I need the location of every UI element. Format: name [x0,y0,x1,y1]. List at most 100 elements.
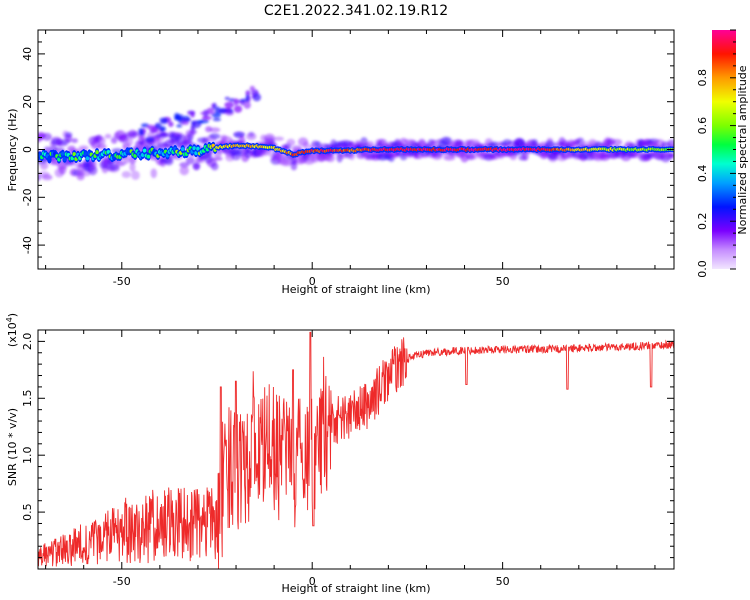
spectrogram-branch-blob [212,117,222,122]
spectrogram-branch-blob [249,85,255,92]
spectrogram-ridge-core [142,148,147,153]
spectrogram-branch-blob [224,96,230,100]
snr-ticks: -50 0 50 0.5 1.0 1.5 2.0 [21,329,674,588]
spectrogram-ytick-label: -40 [21,236,34,254]
spectrogram-halo-blob [129,162,136,172]
spectrogram-halo-blob [41,174,53,181]
spectrogram-halo-blob [88,159,97,169]
spectrogram-branch-blob [170,133,175,138]
spectrogram-branch-blob [187,110,196,115]
spectrogram-ridge-core [146,154,151,159]
spectrogram-halo-blob [185,156,195,165]
spectrogram-halo-blob [179,162,190,168]
spectrogram-ylabel: Frequency (Hz) [6,109,19,192]
spectrogram-halo-blob [273,136,285,141]
spectrogram-branch-blob [168,121,174,127]
spectrogram-halo-blob [302,141,310,150]
spectrogram-halo-blob [209,133,221,140]
spectrogram-xtick-label: 0 [309,275,316,288]
spectrogram-ticks: -50 0 50 -40 -20 0 20 40 [21,29,674,288]
chart-title: C2E1.2022.341.02.19.R12 [264,3,448,19]
spectrogram-halo-blob [286,138,296,146]
spectrogram-halo-blob [132,130,139,137]
spectrogram-halo-blob [97,143,107,150]
spectrogram-branch-blob [199,119,209,124]
snr-xtick-label: -50 [113,575,131,588]
spectrogram-halo-blob [42,132,52,141]
snr-frame [37,329,675,570]
spectrogram-ridge-core [60,151,65,156]
snr-ytick-label: 1.0 [21,446,34,464]
spectrogram-plot-area [38,85,674,181]
colorbar-gradient [712,30,736,269]
spectrogram-branch-blob [245,94,250,101]
spectrogram-ytick-label: 40 [21,47,34,61]
spectrogram-branch-blob [243,101,251,109]
snr-plot-area [38,331,674,569]
spectrogram-halo-blob [366,141,374,146]
spectrogram-branch-blob [245,90,251,96]
colorbar-tick-label: 0.6 [696,117,709,135]
spectrogram-halo-blob [98,136,106,145]
spectrogram-xlabel: Height of straight line (km) [281,283,430,296]
colorbar-tick-label: 0.0 [696,260,709,278]
spectrogram-halo-blob [209,127,221,133]
spectrogram-halo-blob [183,139,191,146]
spectrogram-branch-blob [224,101,234,109]
spectrogram-branch-blob [212,102,217,107]
spectrogram-halo-blob [210,162,219,171]
spectrogram-halo-blob [668,152,674,158]
spectrogram-branch-blob [159,126,166,132]
spectrogram-halo-blob [189,129,198,135]
spectrogram-ridge-core [196,146,200,151]
spectrogram-halo-blob [64,134,73,143]
snr-ytick-label: 2.0 [21,333,34,351]
spectrogram-ridge-core [95,150,99,155]
spectrogram-halo-blob [88,165,98,176]
spectrogram-halo-blob [264,133,275,144]
spectrogram-branch-blob [218,107,228,114]
spectrogram-ridge-core [85,156,90,161]
spectrogram-branch-blob [252,93,261,102]
snr-panel: -50 0 50 0.5 1.0 1.5 2.0 Height of straight li… [5,313,675,595]
snr-series-line [38,331,674,569]
snr-xlabel: Height of straight line (km) [281,582,430,595]
spectrogram-branch-blob [138,128,144,134]
spectrogram-halo-blob [418,138,426,147]
spectrogram-ytick-label: 0 [21,146,34,153]
spectrogram-halo-blob [150,168,157,179]
spectrogram-halo-blob [246,132,257,141]
spectrogram-ytick-label: 20 [21,95,34,109]
spectrogram-branch-blob [146,124,156,130]
colorbar-tick-label: 0.2 [696,212,709,230]
snr-ytick-label: 1.5 [21,390,34,408]
spectrogram-halo-blob [315,141,322,149]
spectrogram-halo-blob [71,138,78,144]
spectrogram-halo-blob [131,170,140,181]
spectrogram-branch-blob [206,107,215,115]
spectrogram-xtick-label: 50 [496,275,510,288]
colorbar-tick-label: 0.4 [696,165,709,183]
colorbar-label: Normalized spectral amplitude [736,65,749,234]
spectrogram-branch-blob [181,120,190,126]
snr-y-multiplier: (x104) [5,313,19,347]
spectrogram-halo-blob [125,137,133,147]
spectrogram-xtick-label: -50 [113,275,131,288]
spectrogram-halo-blob [108,164,120,171]
spectrogram-halo-blob [114,160,126,167]
snr-xtick-label: 0 [309,575,316,588]
spectrogram-ridge-core [62,156,67,161]
spectrogram-halo-blob [104,133,112,139]
spectrogram-halo-blob [110,136,118,144]
spectrogram-ytick-label: -20 [21,188,34,206]
spectrogram-halo-blob [179,166,189,176]
spectrogram-branch-blob [233,105,243,113]
spectrogram-halo-blob [290,161,298,171]
spectrogram-branch-blob [239,98,250,103]
colorbar: 0.0 0.2 0.4 0.6 0.8 Normalized spectral ampl… [696,29,749,278]
spectrogram-halo-blob [121,171,132,179]
snr-xtick-label: 50 [496,575,510,588]
snr-ytick-label: 0.5 [21,503,34,521]
spectrogram-branch-blob [211,106,221,110]
spectrogram-halo-blob [233,131,246,138]
